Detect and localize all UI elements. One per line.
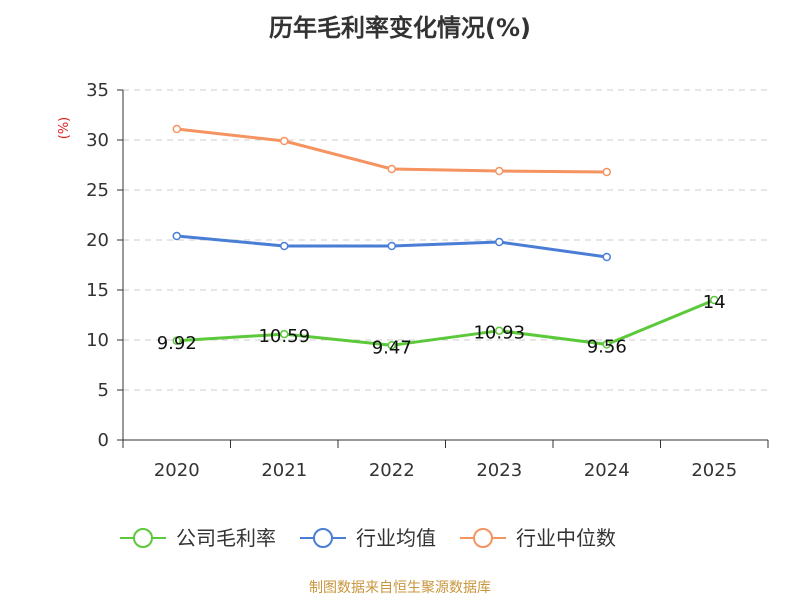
data-point: [387, 164, 396, 174]
series-layer: [172, 124, 719, 350]
data-point: [280, 329, 289, 339]
data-point: [280, 136, 289, 146]
y-tick-label: 20: [86, 230, 109, 251]
source-note: 制图数据来自恒生聚源数据库: [309, 580, 491, 596]
y-axis-unit: (%): [57, 117, 72, 140]
x-tick-label: 2020: [154, 460, 200, 481]
y-tick-label: 0: [98, 430, 109, 451]
series-line: [176, 298, 715, 347]
y-tick-label: 25: [86, 180, 109, 201]
legend: 公司毛利率 行业均值 行业中位数: [120, 526, 616, 550]
data-label: 9.92: [157, 333, 197, 354]
data-label: 10.93: [473, 323, 525, 344]
data-point: [387, 341, 396, 350]
y-tick-label: 5: [98, 380, 109, 401]
grid: [123, 89, 768, 391]
x-tick-label: 2025: [691, 460, 737, 481]
data-point: [495, 166, 504, 176]
data-point: [172, 124, 181, 134]
x-tick-label: 2021: [261, 460, 307, 481]
data-label: 10.59: [258, 326, 310, 347]
y-tick-label: 35: [86, 80, 109, 101]
data-point: [602, 167, 611, 177]
data-labels: 9.92 10.59 9.47 10.93 9.56 14: [157, 292, 726, 358]
x-tick-label: 2023: [476, 460, 522, 481]
x-tick-label: 2022: [369, 460, 415, 481]
data-point: [172, 336, 181, 346]
legend-label: 行业中位数: [516, 526, 616, 550]
data-point: [495, 326, 504, 335]
legend-label: 行业均值: [356, 526, 436, 550]
data-point: [495, 237, 504, 247]
y-tick-label: 10: [86, 330, 109, 351]
legend-marker: [313, 528, 333, 548]
data-point: [172, 231, 181, 241]
data-label: 9.56: [587, 336, 627, 357]
data-point: [387, 241, 396, 251]
data-label: 9.47: [372, 337, 412, 358]
data-point: [710, 295, 719, 305]
y-tick-label: 15: [86, 280, 109, 301]
legend-marker: [473, 528, 493, 548]
legend-marker: [133, 528, 153, 548]
data-point: [602, 340, 611, 349]
data-label: 14: [703, 292, 726, 313]
chart-title: 历年毛利率变化情况(%): [269, 14, 531, 42]
y-tick-label: 30: [86, 130, 109, 151]
legend-label: 公司毛利率: [176, 526, 276, 550]
x-tick-label: 2024: [584, 460, 630, 481]
data-point: [602, 252, 611, 262]
data-point: [280, 241, 289, 251]
